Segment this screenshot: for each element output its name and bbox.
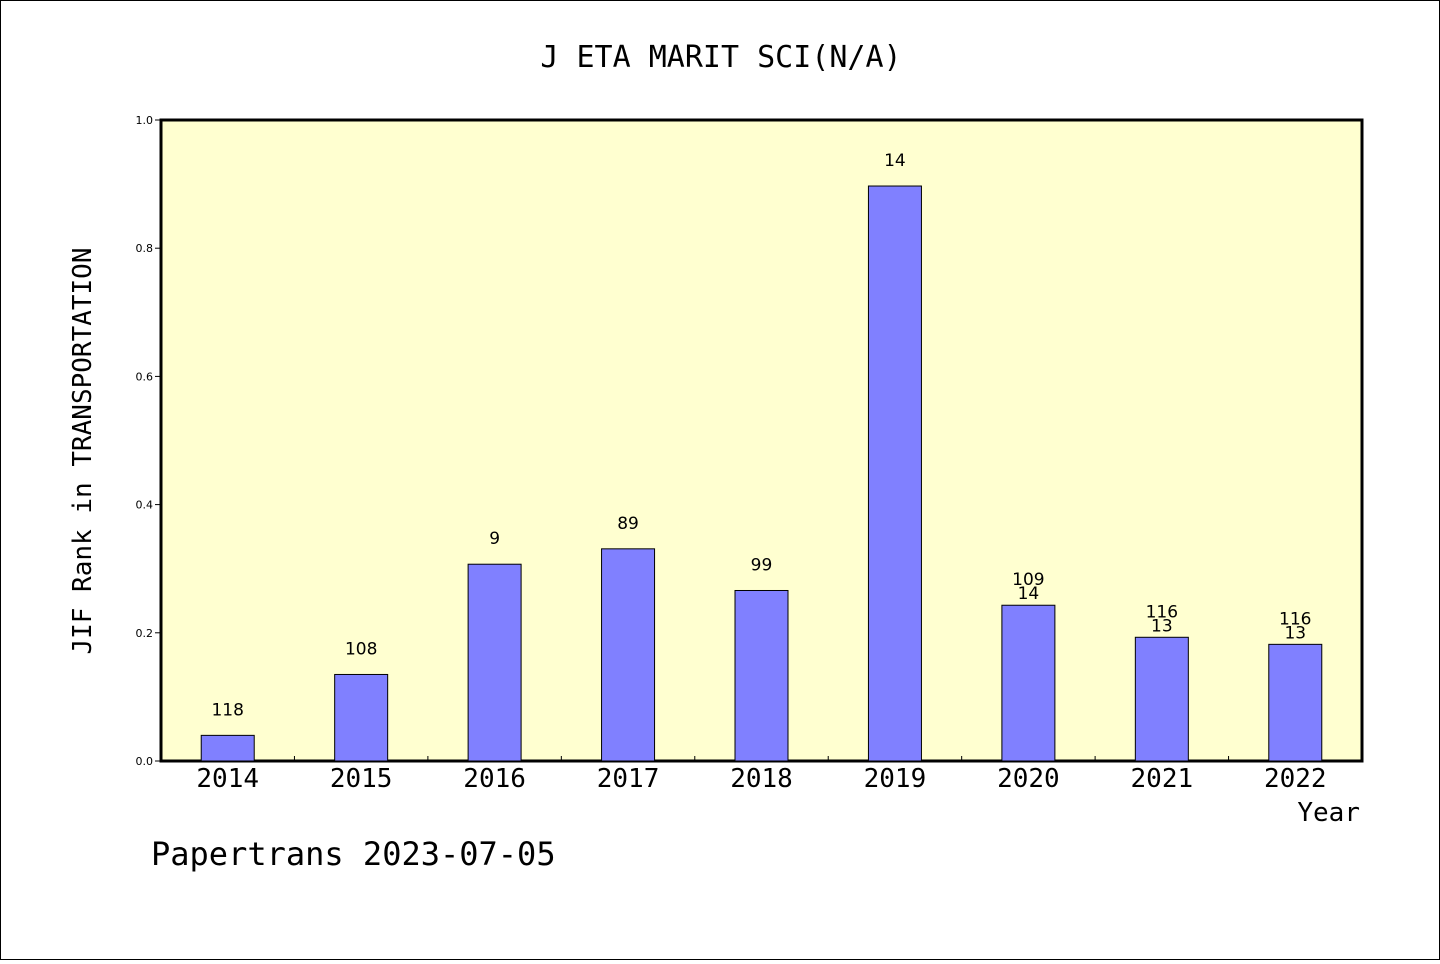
y-axis: 0.0 0.2 0.4 0.6 0.8 1.0 [136, 114, 161, 768]
x-tick-label: 2016 [463, 764, 526, 794]
bar-2022 [1268, 643, 1323, 762]
y-axis-title: JIF Rank in TRANSPORTATION [68, 248, 98, 655]
y-tick-label: 0.2 [136, 627, 154, 640]
bar-data-label: 89 [617, 514, 639, 534]
y-tick-label: 0.0 [136, 755, 154, 768]
y-tick-label: 0.4 [136, 499, 154, 512]
x-tick-label: 2021 [1131, 764, 1194, 794]
bar-2018 [734, 589, 789, 762]
bar-data-label: 99 [751, 555, 773, 575]
x-axis: 2014 2015 2016 2017 2018 2019 2020 2021 2022 [196, 756, 1327, 794]
x-tick-label: 2017 [597, 764, 660, 794]
bar-data-label: 14 [1018, 584, 1040, 604]
bar-data-label: 108 [345, 639, 377, 659]
bar-data-label: 116 [1146, 602, 1178, 622]
y-tick-label: 0.6 [136, 370, 154, 383]
bar-data-label: 116 [1279, 609, 1311, 629]
bar-data-label: 14 [884, 151, 906, 171]
x-tick-label: 2014 [196, 764, 259, 794]
bar-series [200, 185, 1323, 762]
bar-data-label: 109 [1012, 570, 1044, 590]
x-tick-label: 2020 [997, 764, 1060, 794]
bar-2017 [601, 548, 656, 762]
bar-2015 [334, 673, 389, 762]
footer-watermark: Papertrans 2023-07-05 [151, 835, 556, 873]
bar-2016 [467, 563, 522, 762]
x-tick-label: 2019 [864, 764, 927, 794]
bar-data-label: 13 [1284, 623, 1306, 643]
bar-2020 [1001, 604, 1056, 762]
bar-2014 [200, 734, 255, 762]
x-axis-title: Year [1297, 798, 1360, 828]
bar-data-label: 13 [1151, 616, 1173, 636]
bar-2019 [867, 185, 922, 762]
chart-title: J ETA MARIT SCI(N/A) [540, 40, 901, 75]
x-tick-label: 2015 [330, 764, 393, 794]
x-tick-label: 2018 [730, 764, 793, 794]
bar-data-label: 118 [211, 700, 243, 720]
y-tick-label: 0.8 [136, 242, 154, 255]
y-tick-label: 1.0 [136, 114, 154, 127]
x-tick-label: 2022 [1264, 764, 1327, 794]
bar-2021 [1134, 636, 1189, 762]
bar-data-label: 9 [489, 529, 500, 549]
